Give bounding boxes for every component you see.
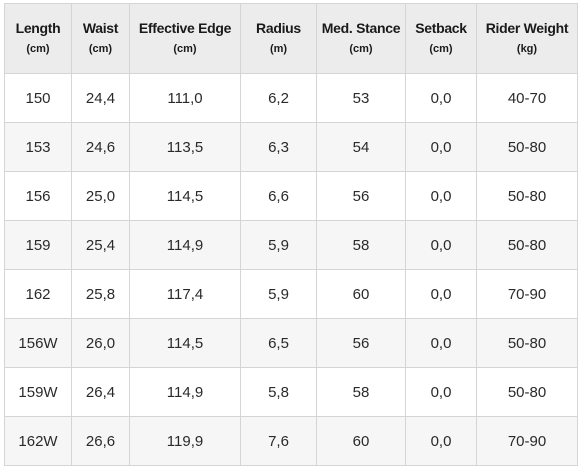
table-cell: 6,6 — [240, 171, 317, 221]
column-header-unit: (cm) — [26, 43, 50, 56]
table-cell: 56 — [316, 171, 406, 221]
column-header-unit: (cm) — [429, 43, 453, 56]
table-cell: 117,4 — [129, 269, 241, 319]
table-cell: 0,0 — [405, 73, 477, 123]
table-cell: 114,9 — [129, 367, 241, 417]
table-cell: 58 — [316, 367, 406, 417]
column-header: Effective Edge (cm) — [129, 3, 241, 74]
table-cell: 0,0 — [405, 318, 477, 368]
table-cell: 119,9 — [129, 416, 241, 466]
column-header-name: Setback — [415, 19, 467, 36]
table-cell: 60 — [316, 269, 406, 319]
table-cell: 25,8 — [71, 269, 130, 319]
table-cell: 50-80 — [476, 367, 578, 417]
column-header-name: Waist — [82, 19, 119, 36]
table-cell: 25,0 — [71, 171, 130, 221]
table-cell: 162W — [4, 416, 72, 466]
table-cell: 150 — [4, 73, 72, 123]
table-cell: 0,0 — [405, 367, 477, 417]
column-header-name: Radius — [256, 19, 301, 36]
column-header: Setback (cm) — [405, 3, 477, 74]
table-cell: 159 — [4, 220, 72, 270]
column-header-unit: (m) — [269, 43, 288, 56]
table-row: 162W 26,6 119,9 7,6 60 0,0 70-90 — [4, 416, 578, 466]
column-header-name: Med. Stance — [321, 19, 401, 36]
column-header-unit: (cm) — [173, 43, 197, 56]
column-header: Med. Stance (cm) — [316, 3, 406, 74]
column-header-name: Length — [15, 19, 61, 36]
table-cell: 26,4 — [71, 367, 130, 417]
table-row: 162 25,8 117,4 5,9 60 0,0 70-90 — [4, 269, 578, 319]
table-cell: 50-80 — [476, 318, 578, 368]
table-cell: 25,4 — [71, 220, 130, 270]
table-row: 153 24,6 113,5 6,3 54 0,0 50-80 — [4, 122, 578, 172]
table-cell: 40-70 — [476, 73, 578, 123]
table-cell: 24,6 — [71, 122, 130, 172]
table-row: 150 24,4 111,0 6,2 53 0,0 40-70 — [4, 73, 578, 123]
table-cell: 156 — [4, 171, 72, 221]
table-cell: 159W — [4, 367, 72, 417]
table-cell: 56 — [316, 318, 406, 368]
column-header-name: Rider Weight — [485, 19, 569, 36]
column-header: Radius (m) — [240, 3, 317, 74]
table-cell: 5,8 — [240, 367, 317, 417]
table-cell: 0,0 — [405, 416, 477, 466]
column-header-unit: (cm) — [349, 43, 373, 56]
column-header-name: Effective Edge — [138, 19, 232, 36]
table-cell: 111,0 — [129, 73, 241, 123]
table-header: Length (cm) Waist (cm) Effective Edge (cm) Rad… — [4, 3, 578, 74]
table-cell: 6,3 — [240, 122, 317, 172]
table-cell: 153 — [4, 122, 72, 172]
table-cell: 70-90 — [476, 416, 578, 466]
column-header: Length (cm) — [4, 3, 72, 74]
column-header: Rider Weight (kg) — [476, 3, 578, 74]
table-cell: 162 — [4, 269, 72, 319]
table-cell: 5,9 — [240, 269, 317, 319]
size-spec-table: Length (cm) Waist (cm) Effective Edge (cm) Rad… — [4, 3, 578, 466]
table-body: 150 24,4 111,0 6,2 53 0,0 40-70 153 24,6 113,5 6,3… — [4, 73, 578, 466]
table-cell: 26,0 — [71, 318, 130, 368]
column-header: Waist (cm) — [71, 3, 130, 74]
table-cell: 58 — [316, 220, 406, 270]
table-cell: 113,5 — [129, 122, 241, 172]
column-header-unit: (kg) — [516, 43, 538, 56]
table-cell: 7,6 — [240, 416, 317, 466]
table-row: 156 25,0 114,5 6,6 56 0,0 50-80 — [4, 171, 578, 221]
table-cell: 114,5 — [129, 171, 241, 221]
table-cell: 50-80 — [476, 171, 578, 221]
table-cell: 0,0 — [405, 122, 477, 172]
table-cell: 70-90 — [476, 269, 578, 319]
table-cell: 26,6 — [71, 416, 130, 466]
table-cell: 60 — [316, 416, 406, 466]
table-cell: 6,5 — [240, 318, 317, 368]
table-cell: 114,9 — [129, 220, 241, 270]
table-cell: 53 — [316, 73, 406, 123]
table-row: 156W 26,0 114,5 6,5 56 0,0 50-80 — [4, 318, 578, 368]
table-cell: 54 — [316, 122, 406, 172]
column-header-unit: (cm) — [88, 43, 113, 56]
table-cell: 0,0 — [405, 220, 477, 270]
table-cell: 0,0 — [405, 269, 477, 319]
table-cell: 156W — [4, 318, 72, 368]
table-cell: 24,4 — [71, 73, 130, 123]
table-cell: 114,5 — [129, 318, 241, 368]
table-cell: 5,9 — [240, 220, 317, 270]
table-cell: 6,2 — [240, 73, 317, 123]
table-cell: 50-80 — [476, 122, 578, 172]
header-row: Length (cm) Waist (cm) Effective Edge (cm) Rad… — [4, 3, 578, 74]
table-cell: 0,0 — [405, 171, 477, 221]
table-cell: 50-80 — [476, 220, 578, 270]
table-row: 159W 26,4 114,9 5,8 58 0,0 50-80 — [4, 367, 578, 417]
table-row: 159 25,4 114,9 5,9 58 0,0 50-80 — [4, 220, 578, 270]
